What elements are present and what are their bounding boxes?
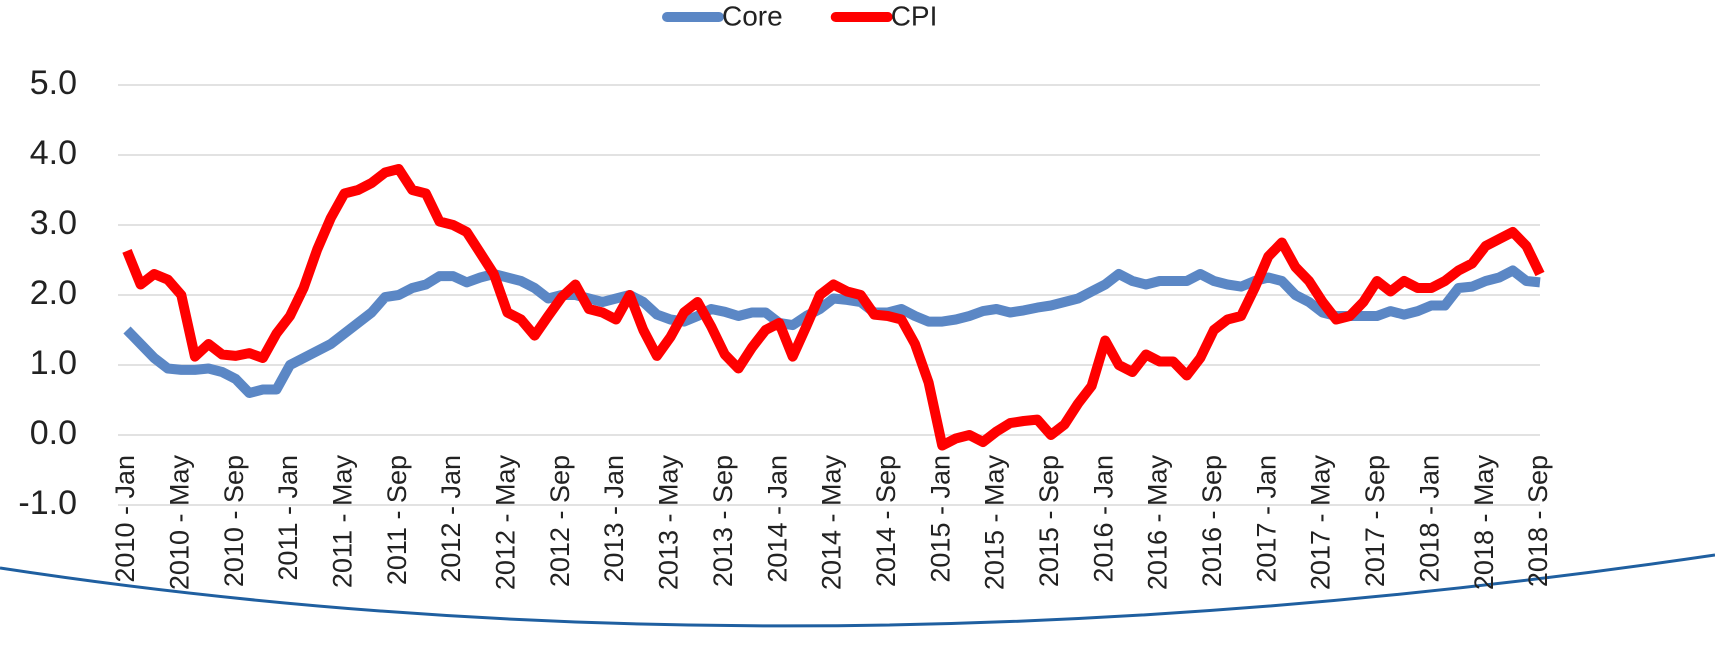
line [123,265,1541,398]
x-tick-label: 2010 - Jan [110,455,140,583]
x-tick-label: 2012 - Sep [545,455,575,587]
x-tick-label: 2010 - Sep [219,455,249,587]
x-tick-label: 2018 - Sep [1523,455,1553,587]
x-tick-label: 2016 - Sep [1197,455,1227,587]
x-tick-label: 2015 - Jan [925,455,955,583]
y-tick-label: 2.0 [30,274,77,312]
x-tick-label: 2012 - May [491,455,521,591]
y-tick-label: 3.0 [30,204,77,242]
y-tick-label: 5.0 [30,64,77,102]
y-tick-label: 1.0 [30,344,77,382]
x-tick-label: 2011 - May [328,455,358,589]
x-tick-label: 2014 - Sep [871,455,901,587]
y-tick-label: -1.0 [18,484,77,522]
x-tick-label: 2018 - May [1469,455,1499,591]
y-tick-label: 0.0 [30,414,77,452]
decorative-curve [0,553,1715,628]
x-tick-label: 2017 - May [1306,455,1336,591]
x-tick-label: 2012 - Jan [436,455,466,583]
x-tick-label: 2010 - May [164,455,194,591]
x-tick-label: 2017 - Sep [1360,455,1390,587]
line [122,164,1545,451]
x-tick-label: 2014 - May [817,455,847,591]
x-tick-label: 2013 - May [654,455,684,591]
legend-label: Core [722,0,783,31]
x-tick-label: 2016 - Jan [1088,455,1118,583]
x-tick-label: 2018 - Jan [1414,455,1444,583]
x-tick-label: 2011 - Sep [382,455,412,585]
x-tick-label: 2013 - Jan [599,455,629,583]
x-tick-label: 2013 - Sep [708,455,738,587]
x-tick-label: 2017 - Jan [1251,455,1281,583]
x-tick-label: 2016 - May [1143,455,1173,591]
x-tick-label: 2015 - Sep [1034,455,1064,587]
y-tick-label: 4.0 [30,134,77,172]
x-tick-label: 2014 - Jan [762,455,792,583]
x-tick-label: 2011 - Jan [273,455,303,581]
x-tick-label: 2015 - May [980,455,1010,591]
legend-label: CPI [891,0,938,31]
